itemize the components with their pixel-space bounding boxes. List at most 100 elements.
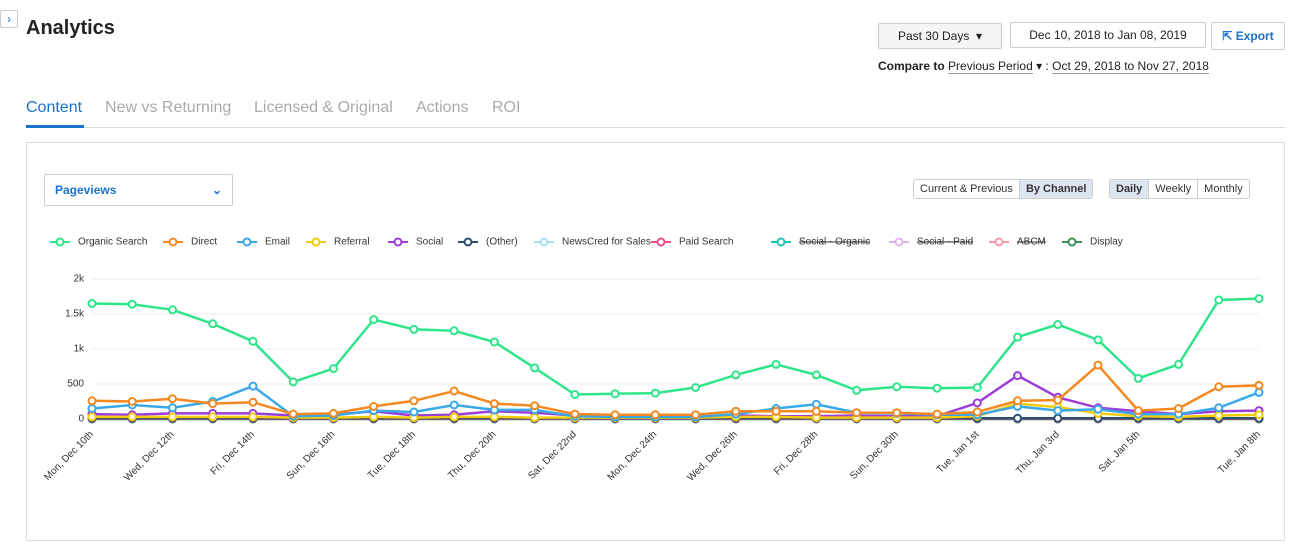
legend-label: Organic Search (78, 237, 147, 248)
data-point (852, 408, 862, 418)
data-point (208, 319, 218, 329)
x-tick-label: Sat, Dec 22nd (526, 429, 579, 482)
compare-range[interactable]: Oct 29, 2018 to Nov 27, 2018 (1052, 59, 1209, 74)
data-point (248, 397, 258, 407)
legend-marker (994, 237, 1004, 247)
data-point (1214, 295, 1224, 305)
data-point (328, 408, 338, 418)
legend-label: Direct (191, 237, 217, 248)
x-tick-label: Sun, Dec 16th (285, 429, 338, 482)
data-point (1254, 387, 1264, 397)
data-point (489, 412, 499, 422)
data-point (1093, 335, 1103, 345)
data-point (167, 412, 177, 422)
data-point (771, 406, 781, 416)
x-tick-label: Wed, Dec 26th (685, 429, 739, 483)
data-point (167, 403, 177, 413)
data-point (1254, 294, 1264, 304)
toggle-option[interactable]: Current & Previous (914, 180, 1020, 198)
data-point (691, 383, 701, 392)
legend-marker (168, 237, 178, 247)
data-point (409, 407, 419, 417)
data-point (972, 398, 982, 408)
tab[interactable]: ROI (492, 99, 521, 116)
y-tick-label: 500 (67, 379, 84, 390)
tab-underline (26, 125, 84, 128)
data-point (811, 370, 821, 380)
data-point (489, 337, 499, 347)
legend-marker (1067, 237, 1077, 247)
data-point (932, 409, 942, 419)
data-point (691, 410, 701, 420)
period-select[interactable]: Past 30 Days ▾ (878, 23, 1002, 49)
data-point (771, 359, 781, 369)
tab[interactable]: Licensed & Original (254, 99, 393, 116)
legend-label: ABCM (1017, 237, 1046, 248)
data-point (1013, 371, 1023, 381)
data-point (1013, 332, 1023, 342)
x-tick-label: Sun, Dec 30th (848, 429, 901, 482)
data-point (369, 315, 379, 325)
sidebar-toggle[interactable]: › (0, 10, 18, 28)
data-point (1093, 360, 1103, 370)
data-point (87, 412, 97, 422)
chart-panel (26, 142, 1285, 541)
tab[interactable]: Actions (416, 99, 469, 116)
data-point (1013, 396, 1023, 406)
tab[interactable]: New vs Returning (105, 99, 232, 116)
metric-select[interactable]: Pageviews ⌄ (44, 174, 233, 206)
data-point (852, 385, 862, 395)
x-tick-label: Tue, Jan 8th (1216, 429, 1263, 476)
y-tick-label: 1.5k (65, 309, 85, 320)
page-title: Analytics (26, 17, 115, 39)
toggle-option[interactable]: Daily (1110, 180, 1150, 198)
data-point (248, 336, 258, 346)
toggle-option[interactable]: Weekly (1149, 180, 1199, 198)
legend-label: Email (265, 237, 290, 248)
legend-label: (Other) (486, 237, 518, 248)
data-point (1214, 411, 1224, 420)
data-point (1214, 382, 1224, 392)
legend-marker (393, 237, 403, 247)
data-point (1174, 404, 1184, 413)
tab-rule (26, 127, 1285, 128)
toggle-option[interactable]: By Channel (1019, 180, 1093, 198)
legend-marker (463, 237, 473, 247)
data-point (167, 394, 177, 404)
data-point (610, 389, 620, 399)
x-tick-label: Thu, Jan 3rd (1014, 429, 1061, 476)
compare-sep: : (1045, 59, 1049, 73)
data-point (87, 396, 97, 406)
export-text: Export (1235, 29, 1274, 43)
legend-label: NewsCred for Sales (562, 237, 651, 248)
data-point (449, 412, 459, 422)
data-point (449, 386, 459, 396)
data-point (409, 324, 419, 334)
legend-label: Display (1090, 237, 1123, 248)
x-tick-label: Fri, Dec 28th (772, 429, 820, 477)
series-line (91, 297, 1260, 396)
data-point (449, 326, 459, 336)
data-point (248, 381, 258, 391)
data-point (892, 408, 902, 418)
data-point (650, 410, 660, 420)
data-point (1133, 373, 1143, 383)
x-tick-label: Tue, Jan 1st (935, 429, 982, 476)
data-point (127, 412, 137, 422)
legend-label: Social - Paid (917, 237, 973, 248)
data-point (449, 400, 459, 410)
data-point (731, 370, 741, 380)
data-point (208, 399, 218, 409)
data-point (811, 399, 821, 409)
tab[interactable]: Content (26, 99, 83, 116)
export-button[interactable]: ⇱ Export (1211, 22, 1285, 50)
compare-period[interactable]: Previous Period (948, 59, 1033, 74)
legend-marker (656, 237, 666, 247)
period-text: Past 30 Days (897, 29, 970, 43)
legend-marker (894, 237, 904, 247)
date-range[interactable]: Dec 10, 2018 to Jan 08, 2019 (1010, 22, 1206, 48)
data-point (530, 401, 540, 411)
toggle-option[interactable]: Monthly (1204, 183, 1243, 195)
x-tick-label: Wed, Dec 12th (122, 429, 176, 483)
data-point (288, 377, 298, 387)
